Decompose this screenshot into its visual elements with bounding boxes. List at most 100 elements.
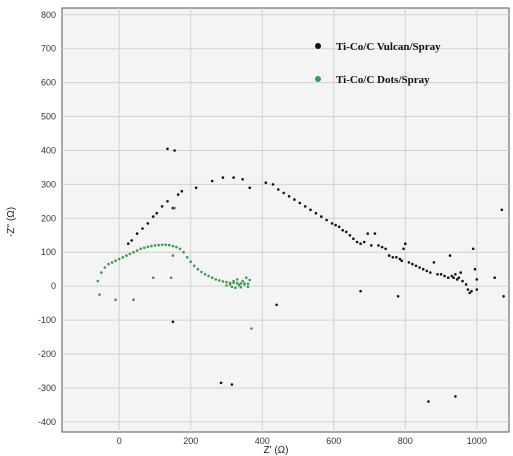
y-tick-label: 100: [41, 247, 56, 257]
vulcan-point: [373, 232, 377, 235]
dots-point: [132, 250, 135, 254]
vulcan-point: [421, 267, 425, 271]
vulcan-point: [130, 239, 133, 242]
vulcan-point: [468, 291, 472, 295]
y-tick-label: 800: [41, 10, 56, 20]
vulcan-point: [180, 189, 184, 193]
dots-point: [150, 244, 153, 248]
dots-point: [164, 243, 167, 247]
vulcan-point: [429, 271, 432, 274]
vulcan-point: [475, 288, 479, 291]
vulcan-point: [461, 279, 464, 283]
dots-point: [239, 285, 243, 289]
dots-point: [107, 262, 110, 266]
vulcan-point: [287, 195, 291, 198]
vulcan-point: [173, 149, 176, 152]
vulcan-point: [166, 200, 169, 203]
legend: Ti-Co/C Vulcan/Spray Ti-Co/C Dots/Spray: [315, 41, 441, 86]
vulcan-point: [264, 181, 268, 184]
y-tick-labels: -400 -300 -200 -100 0 100 200 300 400 500 600 700 80…: [38, 10, 56, 427]
vulcan-point: [314, 211, 318, 215]
dots-point: [235, 281, 239, 285]
dots-point: [182, 250, 185, 254]
data-points: [96, 147, 505, 403]
vulcan-point: [471, 247, 475, 251]
y-tick-label: -100: [38, 315, 56, 325]
dots-point: [98, 293, 101, 296]
vulcan-point: [241, 178, 244, 181]
x-axis-label: Z' (Ω): [264, 445, 289, 456]
vulcan-point: [275, 303, 278, 307]
vulcan-point: [320, 215, 323, 218]
dots-point: [228, 283, 232, 286]
x-tick-labels: 0 200 400 600 800 1000: [117, 436, 487, 446]
vulcan-point: [396, 295, 400, 298]
vulcan-point: [443, 274, 446, 278]
dots-point: [135, 249, 139, 252]
dots-point: [171, 254, 175, 257]
x-tick-label: 0: [117, 436, 122, 446]
dots-point: [139, 247, 142, 251]
vulcan-point: [282, 191, 286, 195]
dots-point: [207, 274, 210, 278]
dots-point: [196, 267, 200, 271]
dots-point: [234, 286, 237, 290]
dots-point: [103, 266, 107, 269]
vulcan-point: [341, 228, 345, 232]
vulcan-point: [455, 278, 459, 281]
dots-point: [210, 276, 214, 280]
vulcan-point: [450, 274, 454, 278]
vulcan-point: [391, 255, 395, 259]
dots-point: [185, 255, 189, 259]
vulcan-point: [452, 276, 455, 280]
grid-lines: [62, 8, 509, 432]
legend-label-dots: Ti-Co/C Dots/Spray: [336, 74, 430, 86]
vulcan-point: [345, 230, 348, 234]
dots-point: [157, 243, 160, 247]
vulcan-point: [370, 244, 373, 247]
dots-point: [244, 276, 248, 280]
plot-area: [61, 7, 510, 433]
y-tick-label: 700: [41, 44, 56, 54]
vulcan-point: [232, 176, 235, 179]
dots-point: [221, 280, 225, 283]
vulcan-point: [446, 276, 450, 280]
vulcan-point: [230, 383, 234, 386]
dots-point: [237, 283, 241, 287]
dots-point: [189, 260, 192, 264]
dots-point: [241, 279, 244, 283]
legend-marker-dots: [315, 76, 321, 82]
vulcan-point: [355, 240, 359, 244]
dots-point: [200, 270, 203, 274]
y-tick-label: -200: [38, 349, 56, 359]
dots-point: [132, 298, 135, 302]
vulcan-point: [475, 278, 479, 281]
y-tick-label: 500: [41, 112, 56, 122]
vulcan-point: [404, 242, 407, 245]
vulcan-point: [377, 244, 380, 247]
vulcan-point: [303, 205, 307, 208]
vulcan-point: [398, 257, 402, 261]
y-tick-label: 400: [41, 145, 56, 155]
vulcan-point: [298, 201, 302, 205]
vulcan-point: [155, 211, 159, 215]
dots-point: [171, 244, 175, 248]
dots-point: [178, 247, 182, 251]
dots-point: [160, 243, 164, 247]
vulcan-point: [411, 262, 414, 266]
vulcan-point: [271, 183, 275, 186]
dots-point: [121, 255, 125, 259]
vulcan-point: [448, 254, 452, 257]
y-axis-label: -Z'' (Ω): [6, 207, 17, 237]
dots-point: [173, 206, 176, 210]
x-tick-label: 200: [183, 436, 198, 446]
vulcan-point: [334, 223, 337, 227]
dots-point: [214, 278, 218, 281]
x-tick-label: 400: [255, 436, 270, 446]
legend-marker-vulcan: [315, 43, 321, 49]
dots-point: [168, 243, 171, 247]
vulcan-point: [427, 400, 430, 403]
vulcan-point: [436, 273, 439, 276]
dots-point: [230, 285, 234, 289]
vulcan-point: [384, 247, 387, 251]
